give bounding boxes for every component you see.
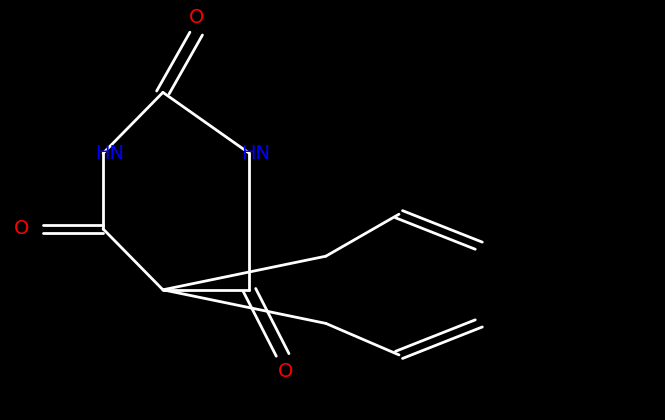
Text: O: O [188, 8, 204, 27]
Text: O: O [13, 219, 29, 239]
Text: O: O [278, 362, 294, 381]
Text: HN: HN [241, 144, 271, 163]
Text: HN: HN [95, 144, 124, 163]
